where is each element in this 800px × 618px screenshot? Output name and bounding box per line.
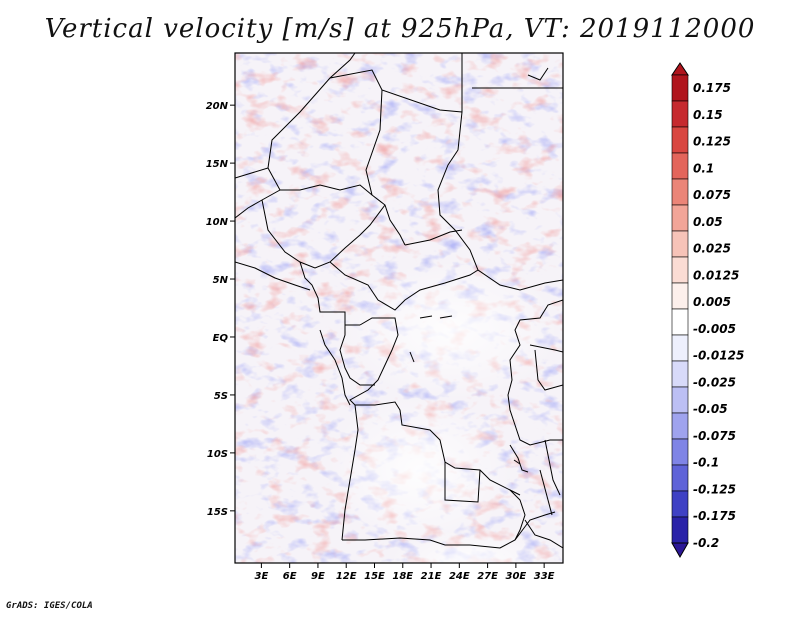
vertical-velocity-field <box>235 53 563 563</box>
colorbar-label: -0.1 <box>693 456 719 470</box>
colorbar-label: 0.175 <box>693 81 731 95</box>
colorbar-segment <box>671 282 689 310</box>
colorbar-segment <box>671 412 689 440</box>
colorbar-segment <box>671 256 689 284</box>
lon-label: 21E <box>421 571 442 582</box>
lat-label: 5N <box>213 275 229 286</box>
lon-label: 9E <box>311 571 325 582</box>
colorbar-segment <box>671 74 689 102</box>
colorbar-label: 0.005 <box>693 295 731 309</box>
colorbar-label: -0.175 <box>693 509 736 523</box>
colorbar-segment <box>671 126 689 154</box>
lon-label: 33E <box>534 571 555 582</box>
longitude-axis: 3E 6E 9E 12E 15E 18E 21E 24E 27E 30E 33E <box>254 563 555 582</box>
colorbar-label: 0.1 <box>693 161 714 175</box>
lon-label: 30E <box>505 571 526 582</box>
colorbar-segment <box>671 100 689 128</box>
colorbar-segment <box>671 308 689 336</box>
lat-label: 15N <box>206 159 229 170</box>
colorbar-segment <box>671 230 689 258</box>
country-borders <box>235 53 563 549</box>
colorbar-segment <box>671 438 689 466</box>
colorbar-label: -0.0125 <box>693 349 744 363</box>
lat-label: 5S <box>214 391 228 402</box>
map-title: Vertical velocity [m/s] at 925hPa, VT: 2… <box>44 14 756 44</box>
lat-label: 20N <box>206 101 229 112</box>
colorbar-label: 0.125 <box>693 135 731 149</box>
lon-label: 6E <box>283 571 297 582</box>
colorbar-label: 0.0125 <box>693 268 739 282</box>
colorbar-label: -0.2 <box>693 536 719 550</box>
colorbar: 0.175 0.15 0.125 0.1 0.075 0.05 0.025 0.0125 0.0… <box>671 62 744 559</box>
colorbar-segment <box>671 516 689 544</box>
colorbar-label: -0.05 <box>693 402 728 416</box>
latitude-axis: 20N 15N 10N 5N EQ 5S 10S 15S <box>206 101 235 518</box>
colorbar-segment <box>671 334 689 362</box>
colorbar-bottom-arrow <box>671 542 689 559</box>
colorbar-segment <box>671 360 689 388</box>
colorbar-segment <box>671 386 689 414</box>
lat-label: EQ <box>213 333 229 344</box>
lon-label: 24E <box>449 571 470 582</box>
colorbar-segment <box>671 490 689 518</box>
lon-label: 15E <box>364 571 385 582</box>
lat-label: 15S <box>207 507 228 518</box>
colorbar-label: 0.075 <box>693 188 731 202</box>
colorbar-segment <box>671 464 689 492</box>
colorbar-label: 0.05 <box>693 215 723 229</box>
lon-label: 12E <box>336 571 357 582</box>
colorbar-segment <box>671 204 689 232</box>
colorbar-label: -0.025 <box>693 375 736 389</box>
colorbar-label: 0.15 <box>693 108 723 122</box>
lat-label: 10S <box>207 449 228 460</box>
colorbar-label: 0.025 <box>693 242 731 256</box>
lat-label: 10N <box>206 217 229 228</box>
lon-label: 3E <box>254 571 268 582</box>
colorbar-label: -0.075 <box>693 429 736 443</box>
lon-label: 27E <box>477 571 498 582</box>
colorbar-top-arrow <box>671 62 689 76</box>
lon-label: 18E <box>392 571 413 582</box>
colorbar-segment <box>671 178 689 206</box>
colorbar-segment <box>671 152 689 180</box>
credit-text: GrADS: IGES/COLA <box>6 601 93 611</box>
map-frame <box>234 52 564 564</box>
colorbar-label: -0.005 <box>693 322 736 336</box>
colorbar-label: -0.125 <box>693 482 736 496</box>
